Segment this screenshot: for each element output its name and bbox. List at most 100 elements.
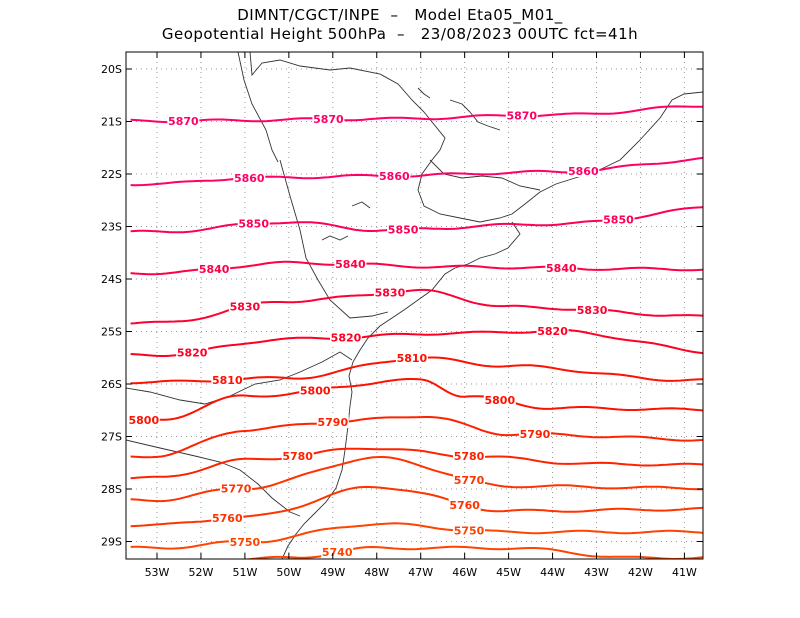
contour-label-bg bbox=[453, 473, 486, 487]
lat-tick-label: 27S bbox=[101, 431, 122, 444]
lon-tick-label: 53W bbox=[145, 566, 170, 579]
axis-ticks: 20S 21S 22S 23S 24S 25S 26S 27S 28S 29S 53W 52W 51W 5… bbox=[101, 52, 703, 579]
lat-tick-label: 21S bbox=[101, 116, 122, 129]
lon-tick-label: 43W bbox=[584, 566, 609, 579]
contour-label-bg bbox=[233, 170, 266, 184]
contour-label-bg bbox=[602, 212, 635, 226]
contour-label-bg bbox=[281, 448, 314, 462]
lon-tick-label: 50W bbox=[276, 566, 301, 579]
contour-label: 5740 bbox=[322, 546, 353, 559]
contour-label: 5810 bbox=[212, 374, 243, 387]
contour-label: 5840 bbox=[546, 262, 577, 275]
lon-tick-label: 52W bbox=[189, 566, 214, 579]
contour-label-bg bbox=[448, 498, 481, 511]
contour-label: 5800 bbox=[300, 384, 331, 397]
lat-tick-label: 24S bbox=[101, 273, 122, 286]
contour-label-bg bbox=[321, 545, 354, 559]
coastline-south bbox=[281, 221, 521, 559]
contour-label: 5870 bbox=[313, 113, 344, 126]
contour-label: 5850 bbox=[603, 213, 634, 226]
state-border-1 bbox=[279, 159, 389, 319]
contour-label-bg bbox=[387, 222, 420, 236]
contour-5830 bbox=[130, 288, 703, 325]
lat-tick-label: 25S bbox=[101, 326, 122, 339]
contour-label-bg bbox=[505, 108, 538, 122]
contour-label: 5780 bbox=[454, 450, 485, 463]
contour-label: 5820 bbox=[331, 332, 362, 345]
contour-label: 5830 bbox=[375, 286, 406, 299]
lat-tick-label: 29S bbox=[101, 536, 122, 549]
contour-label-bg bbox=[373, 285, 406, 299]
lat-tick-label: 26S bbox=[101, 378, 122, 391]
contour-label-bg bbox=[176, 345, 209, 359]
contour-label: 5830 bbox=[230, 301, 261, 314]
lon-tick-label: 45W bbox=[496, 566, 521, 579]
lat-tick-label: 23S bbox=[101, 221, 122, 234]
contour-label: 5800 bbox=[129, 414, 160, 427]
country-border bbox=[237, 52, 279, 163]
contour-5820 bbox=[130, 329, 703, 357]
lon-tick-label: 42W bbox=[628, 566, 653, 579]
lat-tick-label: 22S bbox=[101, 168, 122, 181]
contour-label: 5870 bbox=[506, 109, 537, 122]
lat-tick-label: 20S bbox=[101, 63, 122, 76]
contour-label: 5790 bbox=[317, 416, 348, 429]
lake bbox=[417, 87, 501, 131]
reservoir bbox=[321, 235, 349, 241]
contour-label-bg bbox=[228, 299, 261, 313]
contour-label-bg bbox=[127, 413, 160, 426]
contour-label-bg bbox=[316, 415, 349, 428]
lat-tick-label: 28S bbox=[101, 483, 122, 496]
contour-5870 bbox=[130, 105, 703, 124]
contour-5800 bbox=[130, 378, 703, 421]
contour-label-bg bbox=[545, 261, 578, 275]
contour-label-bg bbox=[299, 383, 332, 397]
coastline-and-borders bbox=[126, 52, 703, 559]
contour-label: 5790 bbox=[520, 428, 551, 441]
contour-label-bg bbox=[334, 257, 367, 271]
reservoir-2 bbox=[351, 201, 371, 209]
contour-5780 bbox=[130, 447, 703, 480]
contour-label-bg bbox=[378, 168, 411, 182]
contour-label-bg bbox=[220, 481, 253, 495]
contour-5790 bbox=[130, 416, 703, 459]
contour-label: 5820 bbox=[177, 346, 208, 359]
contour-label-bg bbox=[211, 372, 244, 386]
contour-label: 5850 bbox=[388, 224, 419, 237]
contour-label: 5820 bbox=[537, 325, 568, 338]
contour-label: 5760 bbox=[212, 512, 243, 525]
geopotential-contours bbox=[130, 105, 703, 559]
contour-label-bg bbox=[395, 351, 428, 365]
contour-label: 5770 bbox=[221, 482, 252, 495]
contour-label: 5810 bbox=[397, 352, 428, 365]
lon-tick-label: 51W bbox=[232, 566, 257, 579]
lon-tick-label: 41W bbox=[672, 566, 697, 579]
contour-label-bg bbox=[536, 324, 569, 337]
contour-label-bg bbox=[237, 216, 270, 230]
coastline bbox=[249, 52, 703, 223]
lon-tick-label: 46W bbox=[452, 566, 477, 579]
contour-label: 5800 bbox=[484, 394, 515, 407]
contour-5860 bbox=[130, 156, 703, 187]
contour-label-bg bbox=[567, 163, 600, 177]
contour-label-bg bbox=[198, 262, 231, 276]
contour-label-bg bbox=[453, 449, 486, 463]
contour-label-bg bbox=[167, 113, 200, 127]
lon-tick-label: 48W bbox=[364, 566, 389, 579]
contour-label-bg bbox=[228, 535, 261, 548]
contour-label: 5770 bbox=[454, 474, 485, 487]
contour-label: 5870 bbox=[168, 115, 199, 128]
contour-label-bg bbox=[211, 510, 244, 524]
map-title-line-2: Geopotential Height 500hPa – 23/08/2023 … bbox=[161, 25, 639, 43]
contour-label: 5860 bbox=[568, 165, 599, 178]
graticule-grid bbox=[126, 52, 703, 559]
state-border-3 bbox=[126, 439, 301, 517]
lon-tick-label: 44W bbox=[540, 566, 565, 579]
contour-label: 5840 bbox=[199, 263, 230, 276]
contour-label-bg bbox=[576, 303, 609, 317]
contour-5740 bbox=[242, 545, 703, 559]
lon-tick-label: 49W bbox=[320, 566, 345, 579]
contour-label: 5760 bbox=[449, 499, 480, 512]
contour-labels: 5870 5870 5870 5860 5860 5860 5850 5850 5850 5840… bbox=[127, 108, 635, 559]
